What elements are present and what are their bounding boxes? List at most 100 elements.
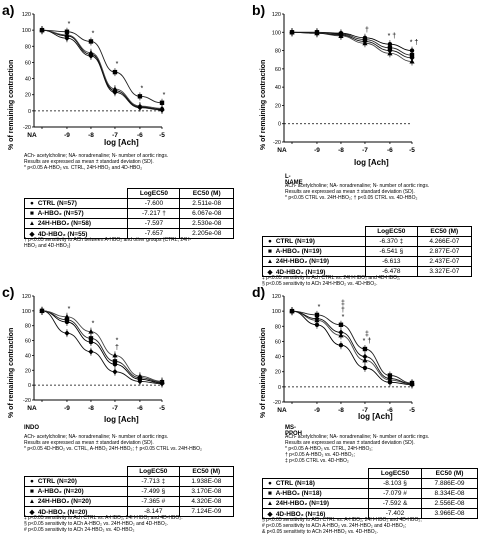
x-tick-label: -7 bbox=[112, 405, 118, 412]
note-line: * p<0.05 A-HBO₂ vs. CTRL, 24H-HBO₂; bbox=[285, 446, 373, 452]
significance-mark: * bbox=[116, 61, 119, 68]
footnote-line: § p<0.05 sensitivity to ACh 24H-HBO₂ vs.… bbox=[262, 281, 378, 287]
note-line: * p<0.05 4D-HBO₂ vs. CTRL, A-HBO₂ 24H-HB… bbox=[24, 446, 202, 452]
note-line: Results are expressed as mean ± standard… bbox=[24, 440, 154, 446]
note-line: † p<0.05 A-HBO₂ vs. 4D-HBO₂; bbox=[285, 452, 355, 458]
x-axis-label-d: log [Ach] bbox=[358, 412, 393, 421]
x-tick-label: -8 bbox=[88, 405, 94, 412]
significance-mark: * bbox=[141, 85, 144, 92]
logec50-value: -7.402 bbox=[367, 508, 423, 519]
note-line: ACh- acetylcholine; NA- noradrenaline; N… bbox=[24, 153, 169, 159]
data-point-diamond bbox=[137, 104, 143, 111]
significance-mark: * bbox=[116, 337, 119, 344]
y-tick-label: 120 bbox=[22, 12, 31, 18]
significance-mark: * † bbox=[363, 338, 372, 345]
y-tick-label: 40 bbox=[275, 355, 281, 361]
footnote-line: † p<0.05 sensitivity to ACh between A-HB… bbox=[24, 237, 192, 243]
y-tick-label: 80 bbox=[25, 44, 31, 50]
data-point-diamond bbox=[137, 378, 143, 385]
x-tick-label: -5 bbox=[159, 132, 165, 139]
circle-marker-icon: ● bbox=[30, 200, 34, 207]
y-tick-label: 20 bbox=[25, 368, 31, 374]
logec50-value: -7.657 bbox=[127, 228, 181, 239]
series-line-circle bbox=[291, 310, 413, 386]
significance-mark: † bbox=[115, 344, 119, 351]
y-tick-label: 120 bbox=[272, 294, 281, 300]
series-line-triangle bbox=[41, 310, 163, 382]
data-point-diamond bbox=[159, 380, 165, 387]
data-point-diamond bbox=[338, 32, 344, 38]
data-point-diamond bbox=[362, 38, 368, 45]
y-tick-label: 60 bbox=[275, 67, 281, 73]
data-point-square bbox=[112, 359, 118, 364]
footnote-line: § p<0.05 sensitivity to ACh CTRL vs. A-H… bbox=[262, 517, 422, 523]
data-point-diamond bbox=[362, 353, 368, 360]
circle-marker-icon: ● bbox=[268, 238, 272, 245]
group-name: 24H-HBO₂ (N=19) bbox=[275, 500, 330, 507]
y-tick-label: 120 bbox=[272, 12, 281, 18]
ec50-value: 2.205e-08 bbox=[179, 228, 234, 239]
ec50-value: 7.124E-09 bbox=[178, 506, 235, 517]
y-tick-label: 100 bbox=[22, 309, 31, 315]
y-tick-label: 100 bbox=[22, 28, 31, 34]
footnote-line: ‡ p<0.05 sensitivity to Ach CTRL vs. A-H… bbox=[24, 515, 183, 521]
data-point-triangle bbox=[112, 352, 118, 358]
diamond-marker-icon: ◆ bbox=[267, 510, 273, 518]
data-point-diamond bbox=[64, 330, 70, 336]
note-line: Results are expressed as mean ± standard… bbox=[285, 440, 415, 446]
significance-mark: † bbox=[341, 307, 345, 314]
significance-mark: † bbox=[365, 27, 369, 34]
x-axis-label-a: log [Ach] bbox=[104, 138, 139, 147]
series-line-square bbox=[41, 29, 163, 104]
x-tick-label: -6 bbox=[387, 407, 393, 414]
y-tick-label: 60 bbox=[25, 339, 31, 345]
footnotes-d: § p<0.05 sensitivity to ACh CTRL vs. A-H… bbox=[262, 517, 422, 535]
group-name: 4D-HBO₂ (N=55) bbox=[37, 230, 88, 238]
note-line: * p<0.05 A-HBO₂ vs. CTRL, 24H-HBO₂ and 4… bbox=[24, 165, 143, 171]
series-line-square bbox=[41, 310, 163, 383]
y-tick-label: -20 bbox=[273, 400, 281, 406]
x-tick-label: NA bbox=[27, 132, 37, 139]
y-tick-label: 20 bbox=[275, 370, 281, 376]
data-point-diamond bbox=[409, 381, 415, 387]
data-point-square bbox=[362, 346, 368, 352]
significance-mark: * bbox=[68, 306, 71, 313]
note-line: ACh- acetylcholine; NA- noradrenaline; N… bbox=[285, 434, 430, 440]
triangle-marker-icon: ▲ bbox=[28, 498, 36, 505]
group-name: A-HBO₂ (N=20) bbox=[37, 488, 84, 495]
group-name: CTRL (N=57) bbox=[37, 200, 77, 207]
square-marker-icon: ■ bbox=[268, 248, 272, 255]
x-tick-label: -9 bbox=[314, 407, 320, 414]
footnote-line: ‡ p<0.05 sensitivity to Ach CTRL vs. 24H… bbox=[262, 275, 401, 281]
diamond-marker-icon: ◆ bbox=[267, 268, 273, 276]
y-tick-label: 0 bbox=[278, 122, 281, 128]
x-tick-label: -8 bbox=[338, 147, 344, 154]
x-tick-label: -7 bbox=[362, 147, 368, 154]
data-point-square bbox=[112, 69, 118, 75]
data-point-square bbox=[88, 39, 94, 44]
data-point-diamond bbox=[409, 55, 415, 61]
footnote-line: & p<0.05 sensitivity to ACh 24H-HBO₂ vs.… bbox=[262, 529, 379, 535]
triangle-marker-icon: ▲ bbox=[266, 500, 274, 507]
group-name: A-HBO₂ (N=19) bbox=[275, 248, 322, 255]
group-name: 24H-HBO₂ (N=20) bbox=[37, 498, 92, 505]
data-point-square bbox=[137, 94, 143, 99]
table-row: ◆ 4D-HBO₂ (N=55) -7.657 2.205e-08 bbox=[23, 228, 234, 239]
data-point-triangle bbox=[88, 328, 94, 334]
series-line-square bbox=[291, 31, 413, 56]
notes-d: ACh- acetylcholine; NA- noradrenaline; N… bbox=[285, 434, 429, 464]
data-point-circle bbox=[314, 322, 320, 327]
series-line-triangle bbox=[291, 310, 413, 385]
note-line: Results are expressed as mean ± standard… bbox=[24, 159, 154, 165]
ec50-value: 3.327E-07 bbox=[416, 266, 473, 277]
group-name: 4D-HBO₂ (N=16) bbox=[275, 510, 326, 518]
square-marker-icon: ■ bbox=[30, 210, 34, 217]
series-line-circle bbox=[41, 310, 163, 384]
series-line-diamond bbox=[291, 310, 413, 385]
panel-label-d: d) bbox=[252, 284, 266, 300]
data-point-circle bbox=[362, 365, 368, 371]
y-tick-label: -20 bbox=[273, 140, 281, 146]
ec50-table-c: LogEC50 EC50 (M) ● CTRL (N=20) -7.713 ‡ 1.9… bbox=[24, 466, 235, 517]
x-tick-label: NA bbox=[277, 407, 287, 414]
